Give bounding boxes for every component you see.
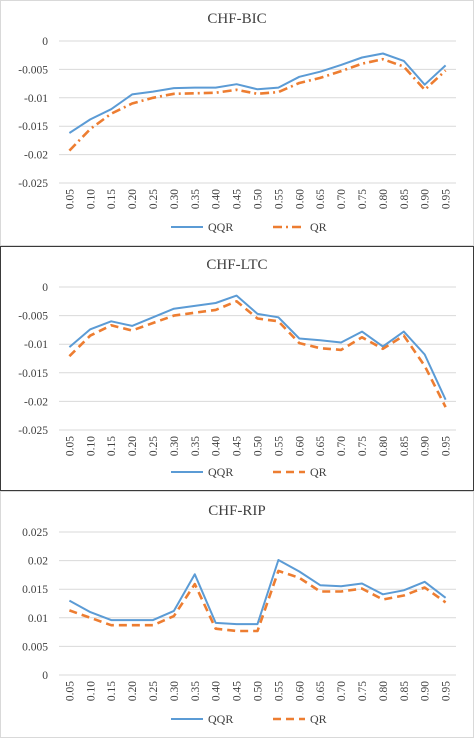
x-tick-label: 0.10	[85, 436, 97, 456]
x-tick-label: 0.55	[273, 436, 285, 456]
series-line-qqr	[68, 294, 447, 401]
x-tick-label: 0.80	[378, 189, 390, 209]
x-tick-label: 0.85	[399, 681, 411, 701]
x-tick-label: 0.45	[232, 681, 244, 701]
x-tick-label: 0.45	[232, 189, 244, 209]
x-tick-label: 0.35	[190, 436, 202, 456]
x-tick-label: 0.80	[378, 681, 390, 701]
chart-panel-bic: CHF-BIC 0 -0.005 -0.01 -0.015 -0.02 -0.025 0.05…	[0, 0, 474, 246]
chart-ltc: CHF-LTC 0 -0.005 -0.01 -0.015 -0.02 -0.025 0.05…	[18, 257, 456, 479]
y-tick-label: 0	[42, 282, 48, 294]
y-tick-label: 0.02	[28, 556, 48, 568]
x-tick-label: 0.95	[441, 189, 453, 209]
x-tick-label: 0.85	[399, 436, 411, 456]
x-tick-label: 0.50	[253, 189, 265, 209]
x-tick-label: 0.10	[85, 681, 97, 701]
x-tick-label: 0.30	[169, 189, 181, 209]
series-line-qr	[68, 569, 447, 633]
y-tick-label: 0.005	[22, 641, 48, 653]
x-tick-label: 0.55	[273, 189, 285, 209]
x-tick-label: 0.95	[441, 436, 453, 456]
series-line-qr	[68, 57, 447, 152]
x-tick-label: 0.60	[294, 681, 306, 701]
chart-panel-ltc: CHF-LTC 0 -0.005 -0.01 -0.015 -0.02 -0.025 0.05…	[0, 246, 474, 491]
x-tick-label: 0.70	[336, 436, 348, 456]
x-tick-label: 0.25	[148, 189, 160, 209]
series-line-qqr	[68, 559, 447, 626]
chart-title: CHF-LTC	[206, 257, 267, 273]
x-tick-label: 0.40	[211, 436, 223, 456]
y-tick-label: -0.025	[18, 425, 48, 437]
x-tick-label: 0.70	[336, 189, 348, 209]
y-tick-label: -0.015	[18, 121, 48, 133]
x-tick-label: 0.05	[64, 189, 76, 209]
x-tick-label: 0.45	[232, 436, 244, 456]
x-tick-label: 0.05	[64, 436, 76, 456]
x-tick-label: 0.90	[420, 681, 432, 701]
y-tick-label: 0.015	[22, 584, 48, 596]
x-tick-label: 0.05	[64, 681, 76, 701]
x-tick-label: 0.90	[420, 189, 432, 209]
chart-bic: CHF-BIC 0 -0.005 -0.01 -0.015 -0.02 -0.025 0.05…	[18, 11, 456, 234]
x-tick-label: 0.25	[148, 681, 160, 701]
x-tick-label: 0.60	[294, 436, 306, 456]
legend-label-qqr: QQR	[208, 220, 233, 234]
x-tick-label: 0.35	[190, 681, 202, 701]
chart-title: CHF-BIC	[207, 11, 266, 27]
x-tick-label: 0.75	[357, 681, 369, 701]
x-tick-label: 0.20	[127, 436, 139, 456]
x-tick-label: 0.75	[357, 189, 369, 209]
x-tick-label: 0.40	[211, 189, 223, 209]
y-tick-label: 0	[42, 670, 48, 682]
legend-label-qr: QR	[310, 465, 327, 479]
x-tick-label: 0.55	[273, 681, 285, 701]
y-tick-label: -0.025	[18, 178, 48, 190]
y-tick-label: -0.005	[18, 64, 48, 76]
x-tick-label: 0.90	[420, 436, 432, 456]
y-tick-label: -0.005	[18, 311, 48, 323]
x-tick-label: 0.50	[253, 681, 265, 701]
y-tick-label: 0	[42, 36, 48, 48]
x-tick-label: 0.10	[85, 189, 97, 209]
x-tick-label: 0.65	[315, 436, 327, 456]
x-tick-label: 0.30	[169, 681, 181, 701]
x-tick-label: 0.80	[378, 436, 390, 456]
chart-panel-rip: CHF-RIP 0 0.005 0.01 0.015 0.02 0.025 0.05 0.10 0…	[0, 491, 474, 738]
x-tick-label: 0.50	[253, 436, 265, 456]
x-tick-label: 0.65	[315, 189, 327, 209]
x-tick-label: 0.70	[336, 681, 348, 701]
x-tick-label: 0.15	[106, 189, 118, 209]
x-tick-label: 0.30	[169, 436, 181, 456]
x-tick-label: 0.95	[441, 681, 453, 701]
series-line-qqr	[68, 52, 447, 134]
y-tick-label: 0.01	[28, 613, 48, 625]
legend-label-qr: QR	[310, 712, 327, 726]
legend-label-qqr: QQR	[208, 712, 233, 726]
y-tick-label: -0.02	[24, 396, 48, 408]
y-tick-label: -0.01	[24, 93, 48, 105]
y-tick-label: -0.02	[24, 150, 48, 162]
chart-title: CHF-RIP	[208, 503, 266, 519]
x-tick-label: 0.20	[127, 681, 139, 701]
legend-label-qr: QR	[310, 220, 327, 234]
y-tick-label: 0.025	[22, 527, 48, 539]
x-tick-label: 0.65	[315, 681, 327, 701]
x-tick-label: 0.25	[148, 436, 160, 456]
x-tick-label: 0.85	[399, 189, 411, 209]
y-tick-label: -0.01	[24, 339, 48, 351]
series-line-qr	[68, 299, 447, 408]
x-tick-label: 0.75	[357, 436, 369, 456]
x-tick-label: 0.20	[127, 189, 139, 209]
y-tick-label: -0.015	[18, 368, 48, 380]
chart-rip: CHF-RIP 0 0.005 0.01 0.015 0.02 0.025 0.05 0.10 0…	[22, 503, 456, 726]
x-tick-label: 0.60	[294, 189, 306, 209]
x-tick-label: 0.15	[106, 436, 118, 456]
x-tick-label: 0.40	[211, 681, 223, 701]
x-tick-label: 0.15	[106, 681, 118, 701]
legend-label-qqr: QQR	[208, 465, 233, 479]
x-tick-label: 0.35	[190, 189, 202, 209]
